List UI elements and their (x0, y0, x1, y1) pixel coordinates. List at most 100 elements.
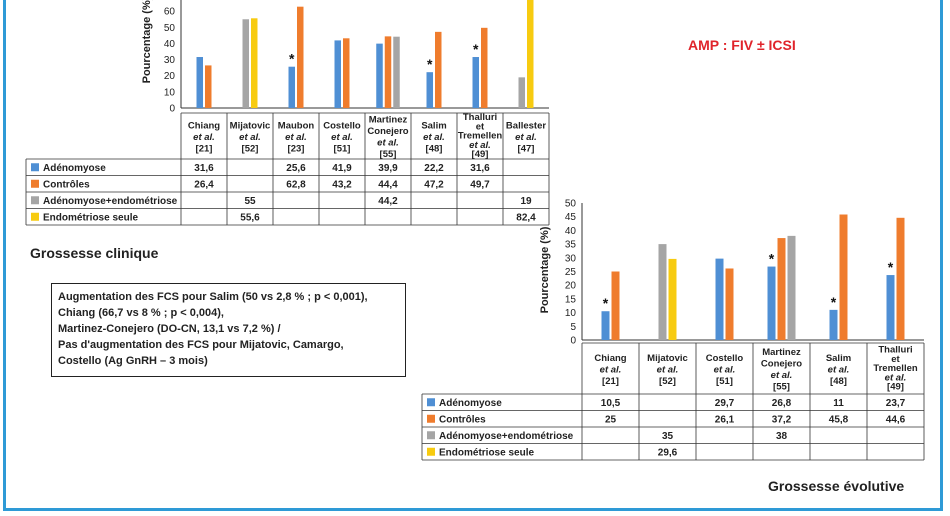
y-tick-label: 20 (565, 281, 577, 292)
table-cell-value: 43,2 (332, 179, 352, 190)
table-cell-value: 49,7 (470, 179, 490, 190)
table-cell-value: 41,9 (332, 163, 352, 174)
category-name: Ballester (506, 120, 546, 131)
legend-swatch (31, 196, 39, 205)
bar-contr-les (384, 36, 392, 109)
bar-ad-nomyose (196, 57, 203, 108)
category-ref: [21] (602, 376, 619, 387)
category-etal: et al. (423, 132, 445, 143)
legend-label: Contrôles (43, 179, 90, 190)
table-cell-value: 22,2 (424, 163, 444, 174)
legend-swatch (427, 447, 435, 456)
table-cell-value: 44,6 (886, 414, 906, 425)
heading-grossesse-evolutive: Grossesse évolutive (768, 478, 905, 494)
bar-ad-nomyose-endom-triose (787, 235, 796, 340)
bar-ad-nomyose (601, 311, 610, 340)
table-cell-value: 29,7 (715, 398, 735, 409)
table-cell-value: 19 (520, 196, 532, 207)
y-tick-label: 50 (164, 23, 176, 34)
category-name: Salim (826, 353, 851, 364)
y-tick-label: 45 (565, 212, 577, 223)
y-tick-label: 25 (565, 267, 577, 278)
category-etal: et al. (828, 364, 850, 375)
significance-star: * (427, 56, 433, 72)
category-ref: [48] (830, 376, 847, 387)
y-tick-label: 50 (565, 199, 577, 210)
category-ref: [51] (334, 143, 351, 154)
table-cell-value: 25,6 (286, 163, 306, 174)
y-axis-label: Pourcentage (%) (141, 0, 153, 83)
significance-star: * (603, 295, 609, 311)
bar-contr-les (896, 217, 905, 340)
legend-swatch (31, 163, 39, 172)
table-cell-value: 45,8 (829, 414, 849, 425)
category-name: et (476, 121, 485, 132)
category-name: Costello (706, 353, 744, 364)
y-tick-label: 15 (565, 294, 577, 305)
chart-grossesse-evolutive: 0 5 10 15 20 25 30 35 40 45 50 Pourcentage (%) * * * * C… (421, 199, 925, 461)
table-cell-value: 11 (833, 398, 844, 409)
category-etal: et al. (515, 132, 537, 143)
category-ref: [52] (242, 143, 259, 154)
table-cell-value: 26,8 (772, 398, 792, 409)
legend-swatch (427, 414, 435, 423)
category-ref: [47] (518, 143, 535, 154)
legend-label: Endométriose seule (43, 212, 138, 223)
heading-grossesse-clinique: Grossesse clinique (30, 245, 159, 261)
figure-frame (3, 0, 943, 511)
category-etal: et al. (285, 132, 307, 143)
legend-swatch (427, 398, 435, 407)
y-tick-label: 60 (164, 7, 176, 18)
legend-swatch (31, 212, 39, 221)
bar-ad-nomyose (334, 40, 341, 108)
y-axis-label: Pourcentage (%) (539, 226, 551, 313)
category-etal: et al. (193, 132, 215, 143)
bar-endom-triose-seule (527, 0, 534, 108)
legend-label: Adénomyose+endométriose (43, 196, 178, 207)
table-cell-value: 44,4 (378, 179, 398, 190)
category-ref: [49] (887, 382, 904, 393)
note-line: Augmentation des FCS pour Salim (50 vs 2… (58, 291, 368, 303)
category-name: Costello (323, 120, 361, 131)
bar-ad-nomyose (715, 258, 724, 340)
bar-contr-les (725, 268, 734, 340)
category-ref: [51] (716, 376, 733, 387)
bar-ad-nomyose-endom-triose (393, 36, 400, 108)
table-cell-value: 23,7 (886, 398, 906, 409)
bar-contr-les (611, 271, 620, 340)
legend-label: Adénomyose (439, 398, 502, 409)
category-etal: et al. (469, 140, 491, 151)
y-tick-label: 20 (164, 71, 176, 82)
category-ref: [23] (288, 143, 305, 154)
bar-contr-les (205, 65, 212, 108)
category-name: Chiang (594, 353, 626, 364)
table-cell-value: 37,2 (772, 414, 792, 425)
bar-contr-les (343, 38, 350, 108)
legend-label: Adénomyose+endométriose (439, 431, 574, 442)
significance-star: * (888, 259, 894, 275)
bar-contr-les (435, 31, 442, 109)
y-tick-label: 30 (164, 55, 176, 66)
note-line: Martinez-Conejero (DO-CN, 13,1 vs 7,2 %)… (58, 323, 281, 335)
y-tick-label: 10 (164, 87, 176, 98)
table-cell-value: 62,8 (286, 179, 306, 190)
bar-ad-nomyose (376, 43, 383, 108)
y-tick-label: 0 (570, 336, 576, 347)
category-ref: [55] (380, 149, 397, 160)
table-cell-value: 29,6 (658, 447, 678, 458)
table-cell-value: 26,4 (194, 179, 214, 190)
y-tick-label: 30 (565, 253, 577, 264)
legend-label: Adénomyose (43, 163, 106, 174)
legend-label: Endométriose seule (439, 447, 534, 458)
table-cell-value: 55 (244, 196, 256, 207)
table-cell-value: 39,9 (378, 163, 398, 174)
category-ref: [21] (196, 143, 213, 154)
table-cell-value: 47,2 (424, 179, 444, 190)
table-cell-value: 35 (662, 431, 674, 442)
category-ref: [52] (659, 376, 676, 387)
category-name: Maubon (278, 120, 315, 131)
bar-endom-triose-seule (668, 258, 677, 340)
category-name: Mijatovic (647, 353, 688, 364)
category-etal: et al. (657, 364, 679, 375)
category-name: Thalluri (878, 345, 912, 356)
